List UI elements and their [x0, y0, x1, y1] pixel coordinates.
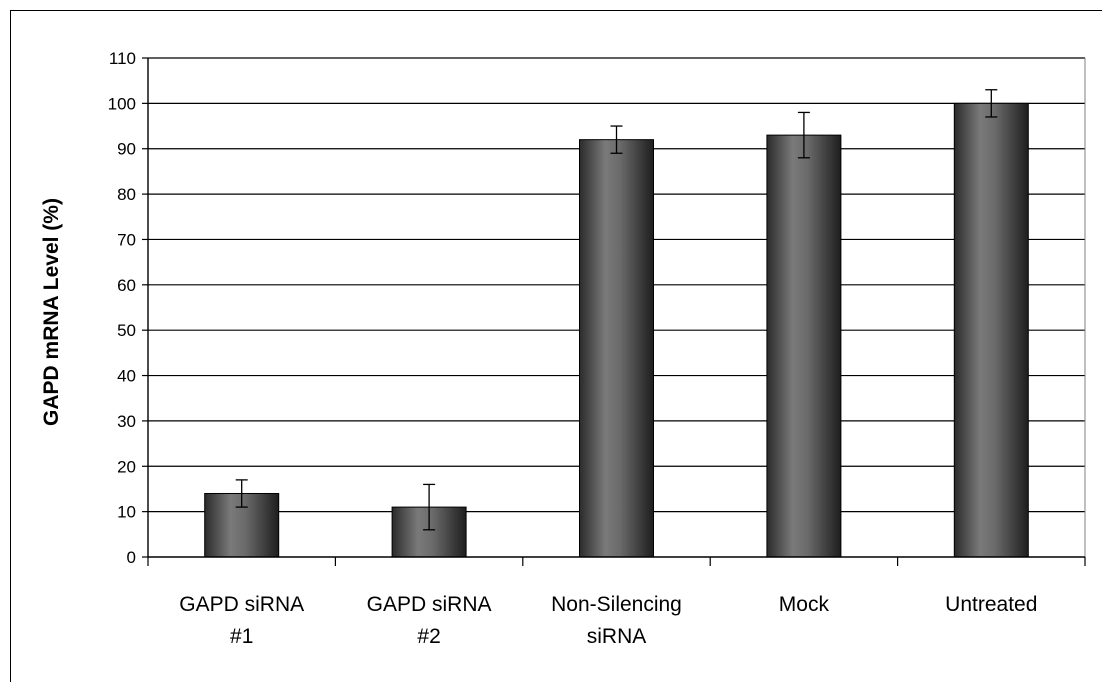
y-tick-label: 80	[117, 185, 136, 204]
x-category-labels: GAPD siRNA #1 GAPD siRNA #2 Non-Silencing siR…	[179, 593, 1037, 648]
y-axis-title: GAPD mRNA Level (%)	[40, 198, 63, 426]
chart-frame	[10, 10, 1102, 682]
x-category-label: Non-Silencing	[551, 593, 682, 616]
error-bars	[235, 89, 998, 531]
y-tick-label: 40	[117, 367, 136, 386]
x-category-label: Mock	[779, 593, 830, 616]
x-category-label: GAPD siRNA	[179, 593, 304, 616]
y-tick-label: 50	[117, 321, 136, 340]
y-tick-label: 110	[109, 49, 136, 68]
y-tick-label: 100	[108, 94, 136, 113]
x-category-label: GAPD siRNA	[367, 593, 492, 616]
bar	[579, 139, 654, 558]
x-category-label: siRNA	[587, 625, 647, 648]
bars	[204, 102, 1029, 558]
x-category-label: #1	[230, 625, 253, 648]
y-tick-label: 30	[117, 412, 136, 431]
y-tick-label: 70	[117, 230, 136, 249]
bar	[953, 102, 1029, 558]
axes	[142, 57, 1086, 566]
y-tick-label: 10	[117, 503, 136, 522]
y-tick-label: 0	[127, 548, 136, 567]
bar	[766, 134, 842, 558]
y-tick-labels: 0 10 20 30 40 50 60 70 80 90 100 110	[108, 49, 136, 567]
x-category-label: #2	[417, 625, 440, 648]
y-tick-label: 60	[117, 276, 136, 295]
y-tick-label: 90	[117, 140, 136, 159]
x-category-label: Untreated	[945, 593, 1037, 616]
y-tick-label: 20	[117, 457, 136, 476]
